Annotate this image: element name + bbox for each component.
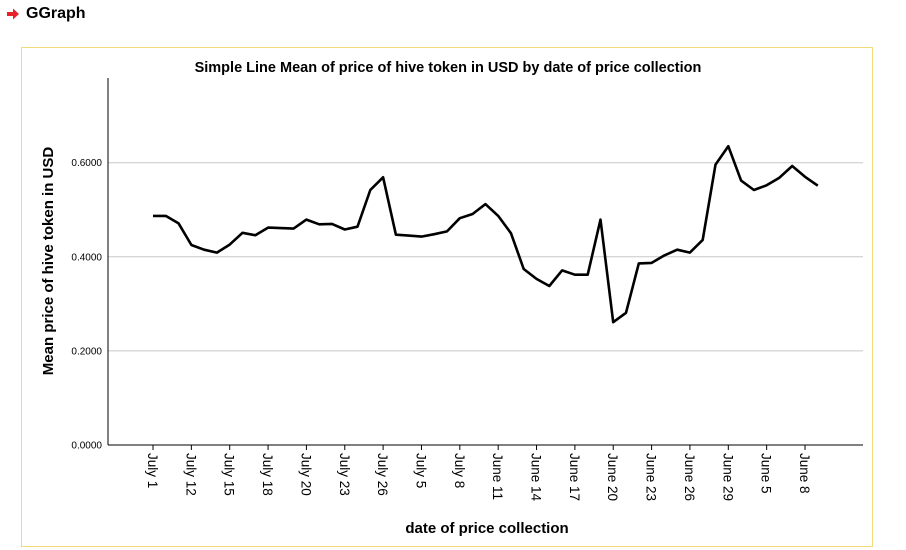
x-tick-label: June 8 xyxy=(797,453,812,494)
x-tick-label: June 29 xyxy=(720,453,735,501)
x-tick-label: July 12 xyxy=(183,453,198,496)
x-tick-label: June 17 xyxy=(567,453,582,501)
x-tick-label: June 14 xyxy=(529,453,544,502)
x-tick-label: July 8 xyxy=(452,453,467,488)
series-line xyxy=(153,144,819,324)
x-tick-label: July 18 xyxy=(260,453,275,496)
x-tick-label: June 23 xyxy=(644,453,659,501)
y-tick-label: 0.4000 xyxy=(71,252,102,263)
x-tick-label: July 23 xyxy=(337,453,352,496)
y-tick-label: 0.2000 xyxy=(71,346,102,357)
line-chart: Simple Line Mean of price of hive token … xyxy=(40,60,863,537)
y-tick-label: 0.6000 xyxy=(71,158,102,169)
x-tick-label: July 1 xyxy=(145,453,160,488)
x-tick-label: July 15 xyxy=(222,453,237,496)
x-tick-label: June 20 xyxy=(605,453,620,501)
chart-frame[interactable]: Simple Line Mean of price of hive token … xyxy=(21,47,873,547)
x-tick-label: July 20 xyxy=(298,453,313,496)
x-tick-label: July 5 xyxy=(413,453,428,488)
header-title: GGraph xyxy=(26,5,86,22)
y-axis-label: Mean price of hive token in USD xyxy=(40,147,57,376)
x-tick-label: July 26 xyxy=(375,453,390,496)
output-header: GGraph xyxy=(6,3,86,25)
x-tick-label: June 26 xyxy=(682,453,697,501)
x-tick-label: June 11 xyxy=(490,453,505,500)
chart-title: Simple Line Mean of price of hive token … xyxy=(195,60,702,76)
x-axis-label: date of price collection xyxy=(405,520,568,537)
x-tick-label: June 5 xyxy=(759,453,774,494)
y-tick-label: 0.0000 xyxy=(71,441,102,452)
red-arrow-icon[interactable] xyxy=(6,7,20,21)
